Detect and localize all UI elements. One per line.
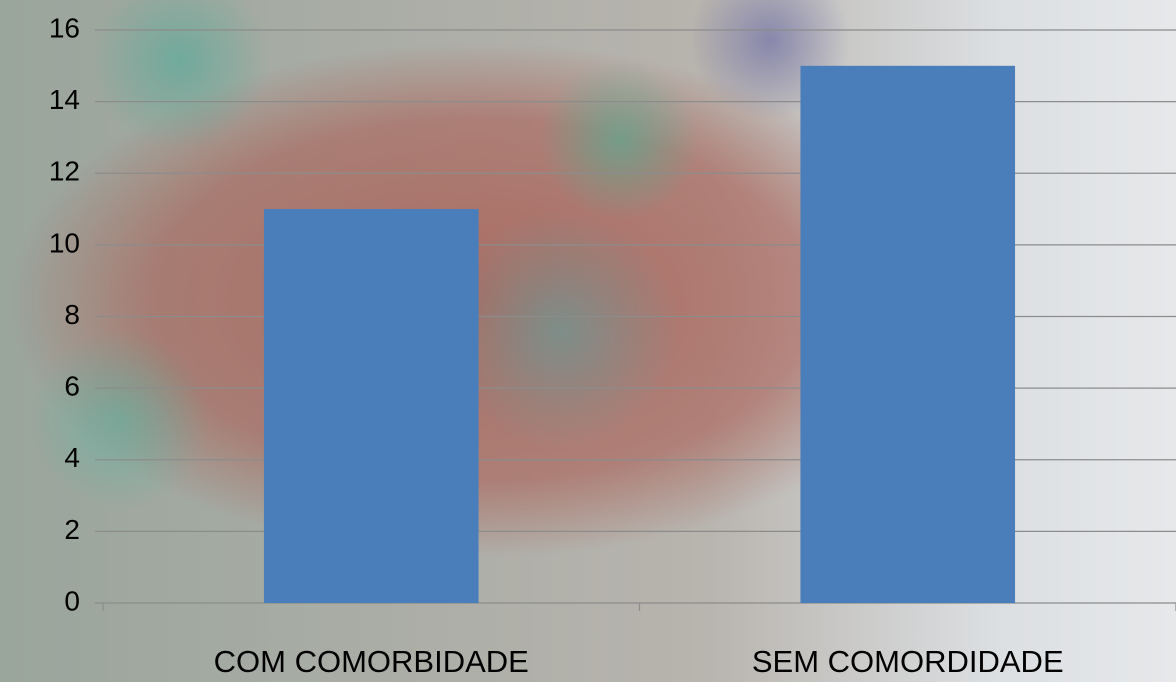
y-tick-label: 16 [49, 12, 80, 43]
y-tick-label: 6 [64, 371, 80, 402]
bar [800, 65, 1016, 603]
y-tick-label: 14 [49, 84, 80, 115]
y-tick-label: 8 [64, 299, 80, 330]
y-tick-label: 10 [49, 227, 80, 258]
x-tick-label: COM COMORBIDADE [214, 644, 529, 679]
y-tick-label: 12 [49, 156, 80, 187]
x-tick-label: SEM COMORDIDADE [752, 644, 1064, 679]
bar [263, 209, 479, 603]
y-tick-label: 4 [64, 442, 80, 473]
y-tick-label: 2 [64, 514, 80, 545]
y-tick-label: 0 [64, 585, 80, 616]
